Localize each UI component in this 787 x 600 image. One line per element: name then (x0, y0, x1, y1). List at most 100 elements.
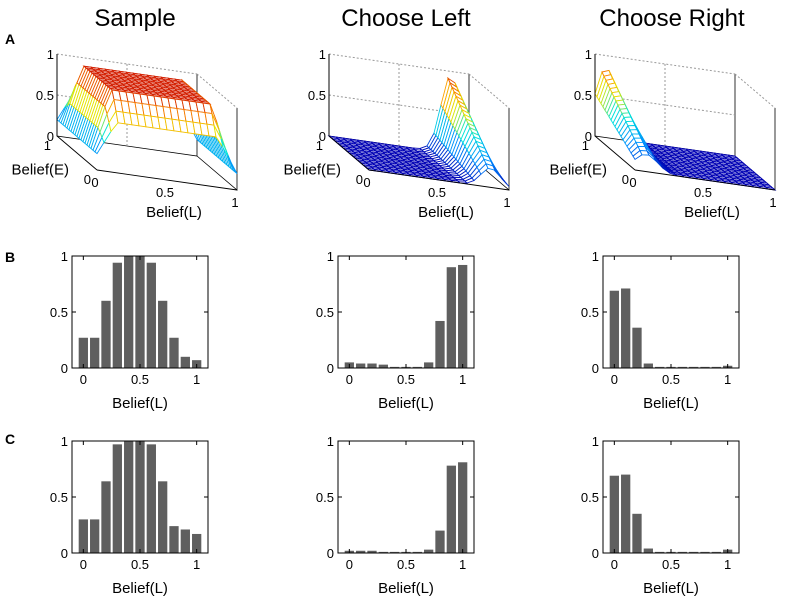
bar (158, 481, 168, 553)
z-tick-label: 1 (319, 47, 326, 62)
bar (458, 462, 468, 553)
y-axis-label: Belief(E) (283, 162, 341, 179)
y-axis-label: Belief(E) (11, 162, 69, 179)
grid-line (594, 94, 736, 116)
column-title-sample: Sample (94, 5, 175, 32)
x-tick-label: 0.5 (131, 372, 149, 387)
bar (677, 366, 687, 368)
x-axis-label: Belief(L) (684, 204, 740, 221)
z-tick-label: 1 (47, 47, 54, 62)
x-tick-label: 0 (91, 175, 98, 190)
row-label-c: C (5, 431, 15, 447)
y-axis-line (328, 135, 370, 171)
bar (112, 444, 122, 553)
bar-chart-C-2: 0 0.5 1 0 0.5 1 Belief(L) (316, 434, 475, 597)
grid-line (468, 73, 510, 109)
x-axis-line (634, 169, 776, 191)
bar (169, 526, 179, 553)
x-axis-line (368, 169, 510, 191)
bar (356, 550, 366, 553)
x-tick-label: 0.5 (428, 185, 446, 200)
y-tick-label: 0.5 (581, 305, 599, 320)
x-axis-label: Belief(L) (378, 580, 434, 597)
bar (621, 474, 631, 553)
x-tick-label: 1 (459, 372, 466, 387)
bar (632, 513, 642, 553)
x-tick-label: 0.5 (131, 557, 149, 572)
y-tick-label: 1 (61, 249, 68, 264)
x-tick-label: 0 (363, 175, 370, 190)
grid-line (196, 73, 238, 109)
y-tick-label: 0.5 (50, 490, 68, 505)
y-tick-label: 0 (356, 172, 363, 187)
surface-cell (227, 155, 238, 174)
x-axis-line (96, 169, 238, 191)
bar (101, 300, 111, 368)
x-tick-label: 0.5 (662, 372, 680, 387)
surface-cell (499, 175, 510, 187)
x-tick-label: 0.5 (156, 185, 174, 200)
bar (135, 256, 145, 368)
bar (700, 366, 710, 368)
x-tick-label: 0.5 (397, 372, 415, 387)
column-title-choose-left: Choose Left (341, 5, 471, 32)
bar (711, 366, 721, 368)
bar (446, 267, 456, 368)
x-axis-label: Belief(L) (643, 580, 699, 597)
z-tick-label: 0 (47, 129, 54, 144)
grid-line (56, 53, 198, 75)
bar-chart-C-1: 0 0.5 1 0 0.5 1 Belief(L) (50, 434, 209, 597)
z-tick-label: 0 (585, 129, 592, 144)
bar (90, 519, 100, 553)
bar (158, 300, 168, 368)
x-tick-label: 1 (459, 557, 466, 572)
bar (192, 533, 202, 553)
z-tick-label: 1 (585, 47, 592, 62)
bar (446, 465, 456, 553)
bar (435, 320, 445, 368)
bar (90, 337, 100, 368)
bar (390, 366, 400, 368)
x-tick-label: 1 (193, 557, 200, 572)
bar (78, 519, 88, 553)
bar (643, 363, 653, 368)
y-tick-label: 0 (622, 172, 629, 187)
z-tick-label: 0.5 (574, 88, 592, 103)
bar (146, 262, 156, 368)
bar (412, 366, 422, 368)
bar (146, 444, 156, 553)
bar (180, 356, 190, 368)
x-tick-label: 0 (611, 557, 618, 572)
y-tick-label: 0 (327, 546, 334, 561)
x-tick-label: 0 (346, 557, 353, 572)
bar-chart-C-3: 0 0.5 1 0 0.5 1 Belief(L) (581, 434, 740, 597)
x-axis-label: Belief(L) (643, 395, 699, 412)
z-tick-label: 0.5 (308, 88, 326, 103)
y-axis-line (56, 135, 98, 171)
bar-chart-B-1: 0 0.5 1 0 0.5 1 Belief(L) (50, 249, 209, 412)
bar (78, 337, 88, 368)
bar (356, 363, 366, 368)
x-tick-label: 0 (80, 557, 87, 572)
x-tick-label: 1 (769, 195, 776, 210)
y-tick-label: 0.5 (316, 490, 334, 505)
grid-line (594, 53, 736, 75)
x-axis-label: Belief(L) (378, 395, 434, 412)
bar (124, 256, 134, 368)
y-tick-label: 1 (582, 138, 589, 153)
y-tick-label: 1 (327, 434, 334, 449)
z-tick-label: 0 (319, 129, 326, 144)
x-tick-label: 0 (80, 372, 87, 387)
row-label-b: B (5, 249, 15, 265)
x-tick-label: 1 (724, 372, 731, 387)
bar (135, 441, 145, 553)
bar (367, 363, 377, 368)
bar (655, 551, 665, 553)
bar (367, 550, 377, 553)
bar (700, 551, 710, 553)
column-title-choose-right: Choose Right (599, 5, 745, 32)
